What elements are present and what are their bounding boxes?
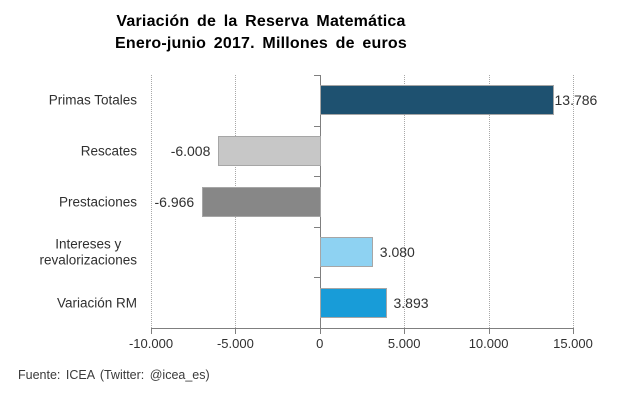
x-axis-tick xyxy=(488,328,490,334)
category-label: Primas Totales xyxy=(48,92,137,108)
bar xyxy=(319,287,387,318)
value-label: 13.786 xyxy=(554,92,598,109)
x-axis-tick xyxy=(573,328,574,334)
category-axis-tick xyxy=(313,176,321,178)
x-axis-tick-label: 0 xyxy=(316,336,324,351)
x-axis-tick xyxy=(235,328,237,334)
category-label: Prestaciones xyxy=(58,193,137,209)
value-label: -6.008 xyxy=(170,142,211,159)
source-note: Fuente: ICEA (Twitter: @icea_es) xyxy=(18,368,210,382)
chart-title: Variación de la Reserva Matemática Enero… xyxy=(0,11,522,55)
chart-title-line2: Enero-junio 2017. Millones de euros xyxy=(115,35,407,52)
x-axis-tick xyxy=(404,328,406,334)
gridline xyxy=(573,75,574,328)
gridline xyxy=(404,75,406,328)
value-label: -6.966 xyxy=(154,193,195,210)
category-label: Intereses y revalorizaciones xyxy=(39,236,137,268)
x-axis-tick-label: 10.000 xyxy=(468,336,509,351)
x-axis-tick-label: -10.000 xyxy=(128,336,174,351)
chart-title-line1: Variación de la Reserva Matemática xyxy=(116,13,406,30)
bar xyxy=(319,237,373,268)
x-axis-tick-label: -5.000 xyxy=(216,336,254,351)
value-label: 3.080 xyxy=(379,244,415,261)
x-axis-tick xyxy=(319,328,321,334)
bar xyxy=(218,135,321,166)
value-label: 3.893 xyxy=(393,294,429,311)
category-axis-tick xyxy=(313,226,321,228)
x-axis-tick-label: 15.000 xyxy=(553,336,593,351)
bar xyxy=(202,186,321,217)
gridline xyxy=(488,75,490,328)
category-label: Variación RM xyxy=(56,294,137,310)
category-axis-tick xyxy=(313,125,321,127)
x-axis-line xyxy=(151,328,574,329)
gridline xyxy=(151,75,152,328)
category-axis-tick xyxy=(313,277,321,279)
category-label: Rescates xyxy=(80,143,137,159)
category-axis-tick xyxy=(313,75,321,76)
bar xyxy=(319,85,554,116)
x-axis-tick-label: 5.000 xyxy=(387,336,421,351)
x-axis-tick xyxy=(151,328,152,334)
